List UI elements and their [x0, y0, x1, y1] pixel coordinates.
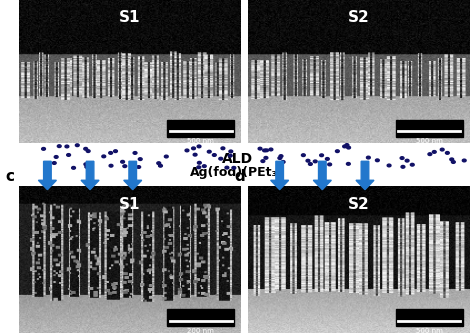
Text: S1: S1 — [119, 10, 140, 25]
Text: 500 nm: 500 nm — [187, 138, 214, 144]
Text: S1: S1 — [119, 197, 140, 212]
Text: c: c — [6, 169, 15, 183]
Text: 500 nm: 500 nm — [416, 328, 443, 334]
Bar — [396, 120, 463, 137]
Text: 500 nm: 500 nm — [416, 138, 443, 144]
Text: d: d — [234, 169, 245, 183]
Bar — [167, 309, 234, 327]
Text: S2: S2 — [347, 197, 369, 212]
Text: 200 nm: 200 nm — [187, 328, 214, 334]
Text: ALD: ALD — [221, 152, 253, 166]
Text: Ag(fod)(PEt₃): Ag(fod)(PEt₃) — [190, 166, 284, 178]
Bar — [167, 120, 234, 137]
Bar — [396, 309, 463, 327]
Text: S2: S2 — [347, 10, 369, 25]
